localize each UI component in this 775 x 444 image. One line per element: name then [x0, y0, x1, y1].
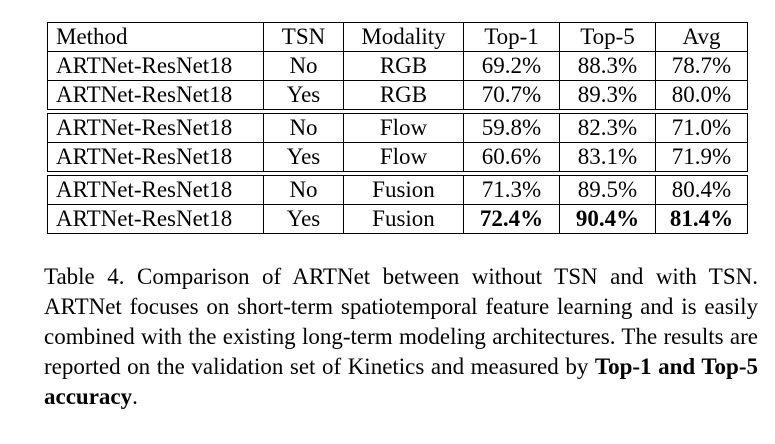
cell-modality: Flow — [343, 113, 464, 143]
cell-modality: Flow — [343, 142, 464, 172]
cell-avg: 71.0% — [655, 113, 748, 143]
cell-avg: 80.0% — [655, 80, 748, 110]
cell-tsn: No — [263, 113, 344, 143]
cell-avg: 78.7% — [655, 51, 748, 81]
header-tsn: TSN — [263, 22, 344, 52]
cell-top5: 82.3% — [559, 113, 656, 143]
cell-modality: RGB — [343, 80, 464, 110]
caption-end: . — [132, 384, 138, 409]
cell-tsn: Yes — [263, 80, 344, 110]
caption-bold-text: Top-1 and Top-5 accuracy — [44, 354, 758, 409]
cell-method: ARTNet-ResNet18 — [47, 80, 264, 110]
cell-tsn: No — [263, 175, 344, 205]
cell-top1: 59.8% — [463, 113, 560, 143]
table-row: ARTNet-ResNet18 Yes Fusion 72.4% 90.4% 81.4% — [47, 204, 748, 234]
table-row: ARTNet-ResNet18 No RGB 69.2% 88.3% 78.7% — [47, 51, 748, 81]
header-modality: Modality — [343, 22, 464, 52]
cell-top1: 70.7% — [463, 80, 560, 110]
cell-top5: 89.3% — [559, 80, 656, 110]
cell-avg: 71.9% — [655, 142, 748, 172]
cell-top5: 90.4% — [559, 204, 656, 234]
caption-text: Table 4. Comparison of ARTNet between wi… — [44, 264, 758, 379]
cell-top1: 72.4% — [463, 204, 560, 234]
header-avg: Avg — [655, 22, 748, 52]
table-row: ARTNet-ResNet18 No Fusion 71.3% 89.5% 80.4% — [47, 175, 748, 205]
cell-method: ARTNet-ResNet18 — [47, 142, 264, 172]
table-header-row: Method TSN Modality Top-1 Top-5 Avg — [47, 22, 748, 52]
cell-top5: 83.1% — [559, 142, 656, 172]
cell-method: ARTNet-ResNet18 — [47, 51, 264, 81]
table-row: ARTNet-ResNet18 Yes Flow 60.6% 83.1% 71.9% — [47, 142, 748, 172]
cell-method: ARTNet-ResNet18 — [47, 175, 264, 205]
header-top1: Top-1 — [463, 22, 560, 52]
table-body: ARTNet-ResNet18 No RGB 69.2% 88.3% 78.7% ARTNe… — [47, 51, 748, 234]
table-caption: Table 4. Comparison of ARTNet between wi… — [44, 262, 758, 412]
cell-modality: RGB — [343, 51, 464, 81]
cell-modality: Fusion — [343, 175, 464, 205]
cell-method: ARTNet-ResNet18 — [47, 113, 264, 143]
cell-top5: 89.5% — [559, 175, 656, 205]
results-table-container: Method TSN Modality Top-1 Top-5 Avg ARTN… — [47, 22, 748, 234]
table-row: ARTNet-ResNet18 Yes RGB 70.7% 89.3% 80.0% — [47, 80, 748, 110]
cell-top1: 69.2% — [463, 51, 560, 81]
cell-tsn: Yes — [263, 142, 344, 172]
header-method: Method — [47, 22, 264, 52]
cell-avg: 81.4% — [655, 204, 748, 234]
table-row: ARTNet-ResNet18 No Flow 59.8% 82.3% 71.0% — [47, 113, 748, 143]
cell-avg: 80.4% — [655, 175, 748, 205]
cell-method: ARTNet-ResNet18 — [47, 204, 264, 234]
cell-top5: 88.3% — [559, 51, 656, 81]
cell-top1: 60.6% — [463, 142, 560, 172]
cell-top1: 71.3% — [463, 175, 560, 205]
cell-tsn: No — [263, 51, 344, 81]
cell-tsn: Yes — [263, 204, 344, 234]
header-top5: Top-5 — [559, 22, 656, 52]
cell-modality: Fusion — [343, 204, 464, 234]
results-table: Method TSN Modality Top-1 Top-5 Avg ARTN… — [47, 22, 748, 234]
